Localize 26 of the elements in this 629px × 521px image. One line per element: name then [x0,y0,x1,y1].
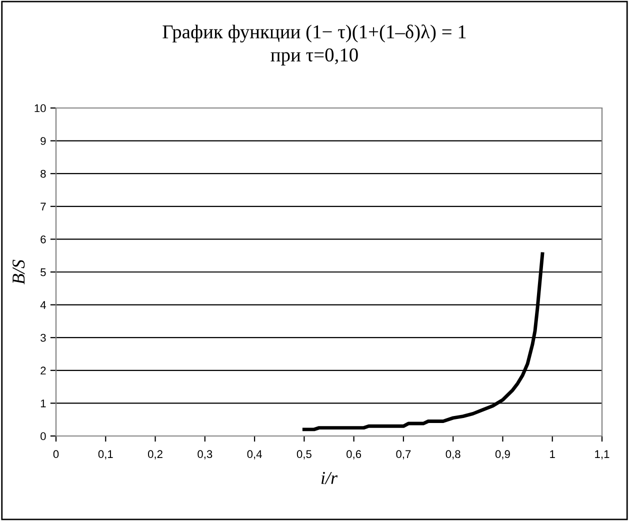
y-tick-label: 8 [40,170,46,178]
y-tick-label: 9 [40,137,46,145]
y-axis-title: B/S [12,260,25,284]
y-tick-label: 10 [34,104,46,112]
y-tick-label: 2 [40,366,46,374]
y-tick-label: 6 [40,235,46,244]
y-tick-label: 3 [40,334,46,342]
x-axis-title: i/r [321,472,338,484]
x-tick-label: 0 [53,450,59,458]
y-tick-label: 5 [40,268,46,276]
y-tick-label: 1 [40,400,46,408]
y-tick-label: 4 [40,301,46,309]
x-tick-label: 0,7 [396,450,411,460]
y-tick-label: 7 [40,202,46,210]
x-tick-label: 0,6 [346,450,362,460]
x-tick-label: 0,5 [296,450,312,460]
y-tick-label: 0 [40,432,46,440]
chart-title: График функции (1− τ)(1+(1–δ)λ) = 1 при τ=0,10 [162,24,466,66]
x-tick-label: 0,4 [247,450,262,460]
x-tick-label: 0,9 [495,450,510,460]
x-tick-label: 0,2 [148,450,162,460]
x-tick-label: 0,8 [446,450,460,460]
x-tick-label: 1,1 [595,450,610,460]
x-tick-label: 1 [550,450,555,458]
x-tick-label: 0,1 [98,450,113,460]
x-tick-label: 0,3 [198,450,212,460]
